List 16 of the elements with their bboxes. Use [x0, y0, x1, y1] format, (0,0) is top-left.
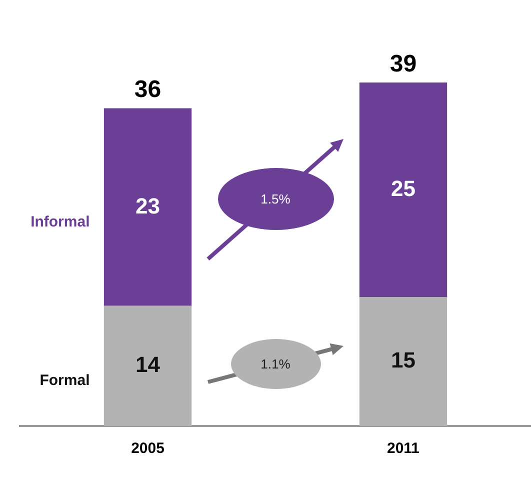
bar [104, 108, 192, 306]
x-tick-label: 2005 [131, 440, 164, 458]
series-label: Informal [30, 213, 90, 230]
data-label: 14 [136, 352, 161, 378]
data-label: 23 [136, 193, 160, 218]
bar [104, 306, 192, 426]
total-label: 36 [134, 76, 162, 104]
total-label: 39 [390, 50, 417, 78]
series-label: Formal [40, 372, 90, 390]
bar [359, 297, 448, 426]
annotation: 1.1% [260, 356, 290, 372]
data-label: 25 [391, 176, 416, 202]
x-tick-label: 2011 [386, 440, 420, 458]
bar [359, 82, 448, 298]
annotation: 1.5% [260, 191, 290, 206]
data-label: 15 [391, 348, 416, 373]
